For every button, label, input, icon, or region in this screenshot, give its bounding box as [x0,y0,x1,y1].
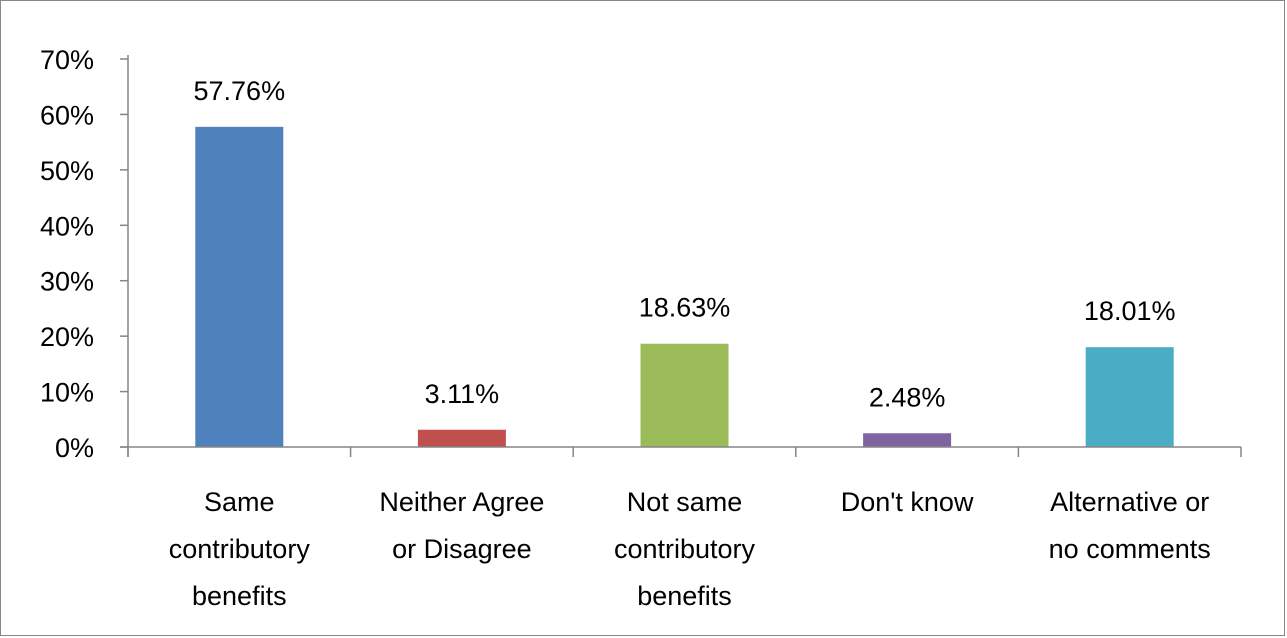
category-label-line: Not same [627,487,743,517]
y-tick-label: 20% [40,322,94,352]
y-axis-tick-labels: 0% 10% 20% 30% 40% 50% 60% 70% [40,45,94,463]
bar [417,429,506,447]
y-tick-label: 0% [55,433,94,463]
category-label-line: benefits [637,581,732,611]
y-tick-label: 30% [40,267,94,297]
axes [120,55,1242,457]
category-label-line: Neither Agree [379,487,544,517]
y-tick-label: 70% [40,45,94,75]
category-label-line: benefits [192,581,287,611]
data-label: 3.11% [425,379,500,409]
category-label-line: contributory [169,534,311,564]
category-label: Not same contributory benefits [614,487,756,611]
bar [1085,347,1174,447]
y-tick-label: 60% [40,100,94,130]
data-label: 18.01% [1084,296,1176,326]
category-label-line: or Disagree [392,534,532,564]
category-label-line: contributory [614,534,756,564]
bar [195,126,284,447]
bar [640,343,729,447]
category-label: Alternative or no comments [1049,487,1211,564]
y-tick-label: 10% [40,378,94,408]
y-tick-label: 50% [40,156,94,186]
y-tick-label: 40% [40,211,94,241]
data-label: 2.48% [869,382,946,412]
category-label: Neither Agree or Disagree [379,487,544,564]
category-label-line: no comments [1049,534,1211,564]
category-label-line: Don't know [841,487,974,517]
data-label: 18.63% [639,293,731,323]
category-labels: Same contributory benefits Neither Agree or … [169,487,1211,611]
category-label: Same contributory benefits [169,487,311,611]
data-label: 57.76% [194,76,286,106]
category-label-line: Alternative or [1050,487,1209,517]
bars [195,126,1174,447]
data-labels: 57.76% 3.11% 18.63% 2.48% 18.01% [194,76,1176,412]
category-label-line: Same [204,487,275,517]
bar [863,433,952,447]
category-label: Don't know [841,487,974,517]
